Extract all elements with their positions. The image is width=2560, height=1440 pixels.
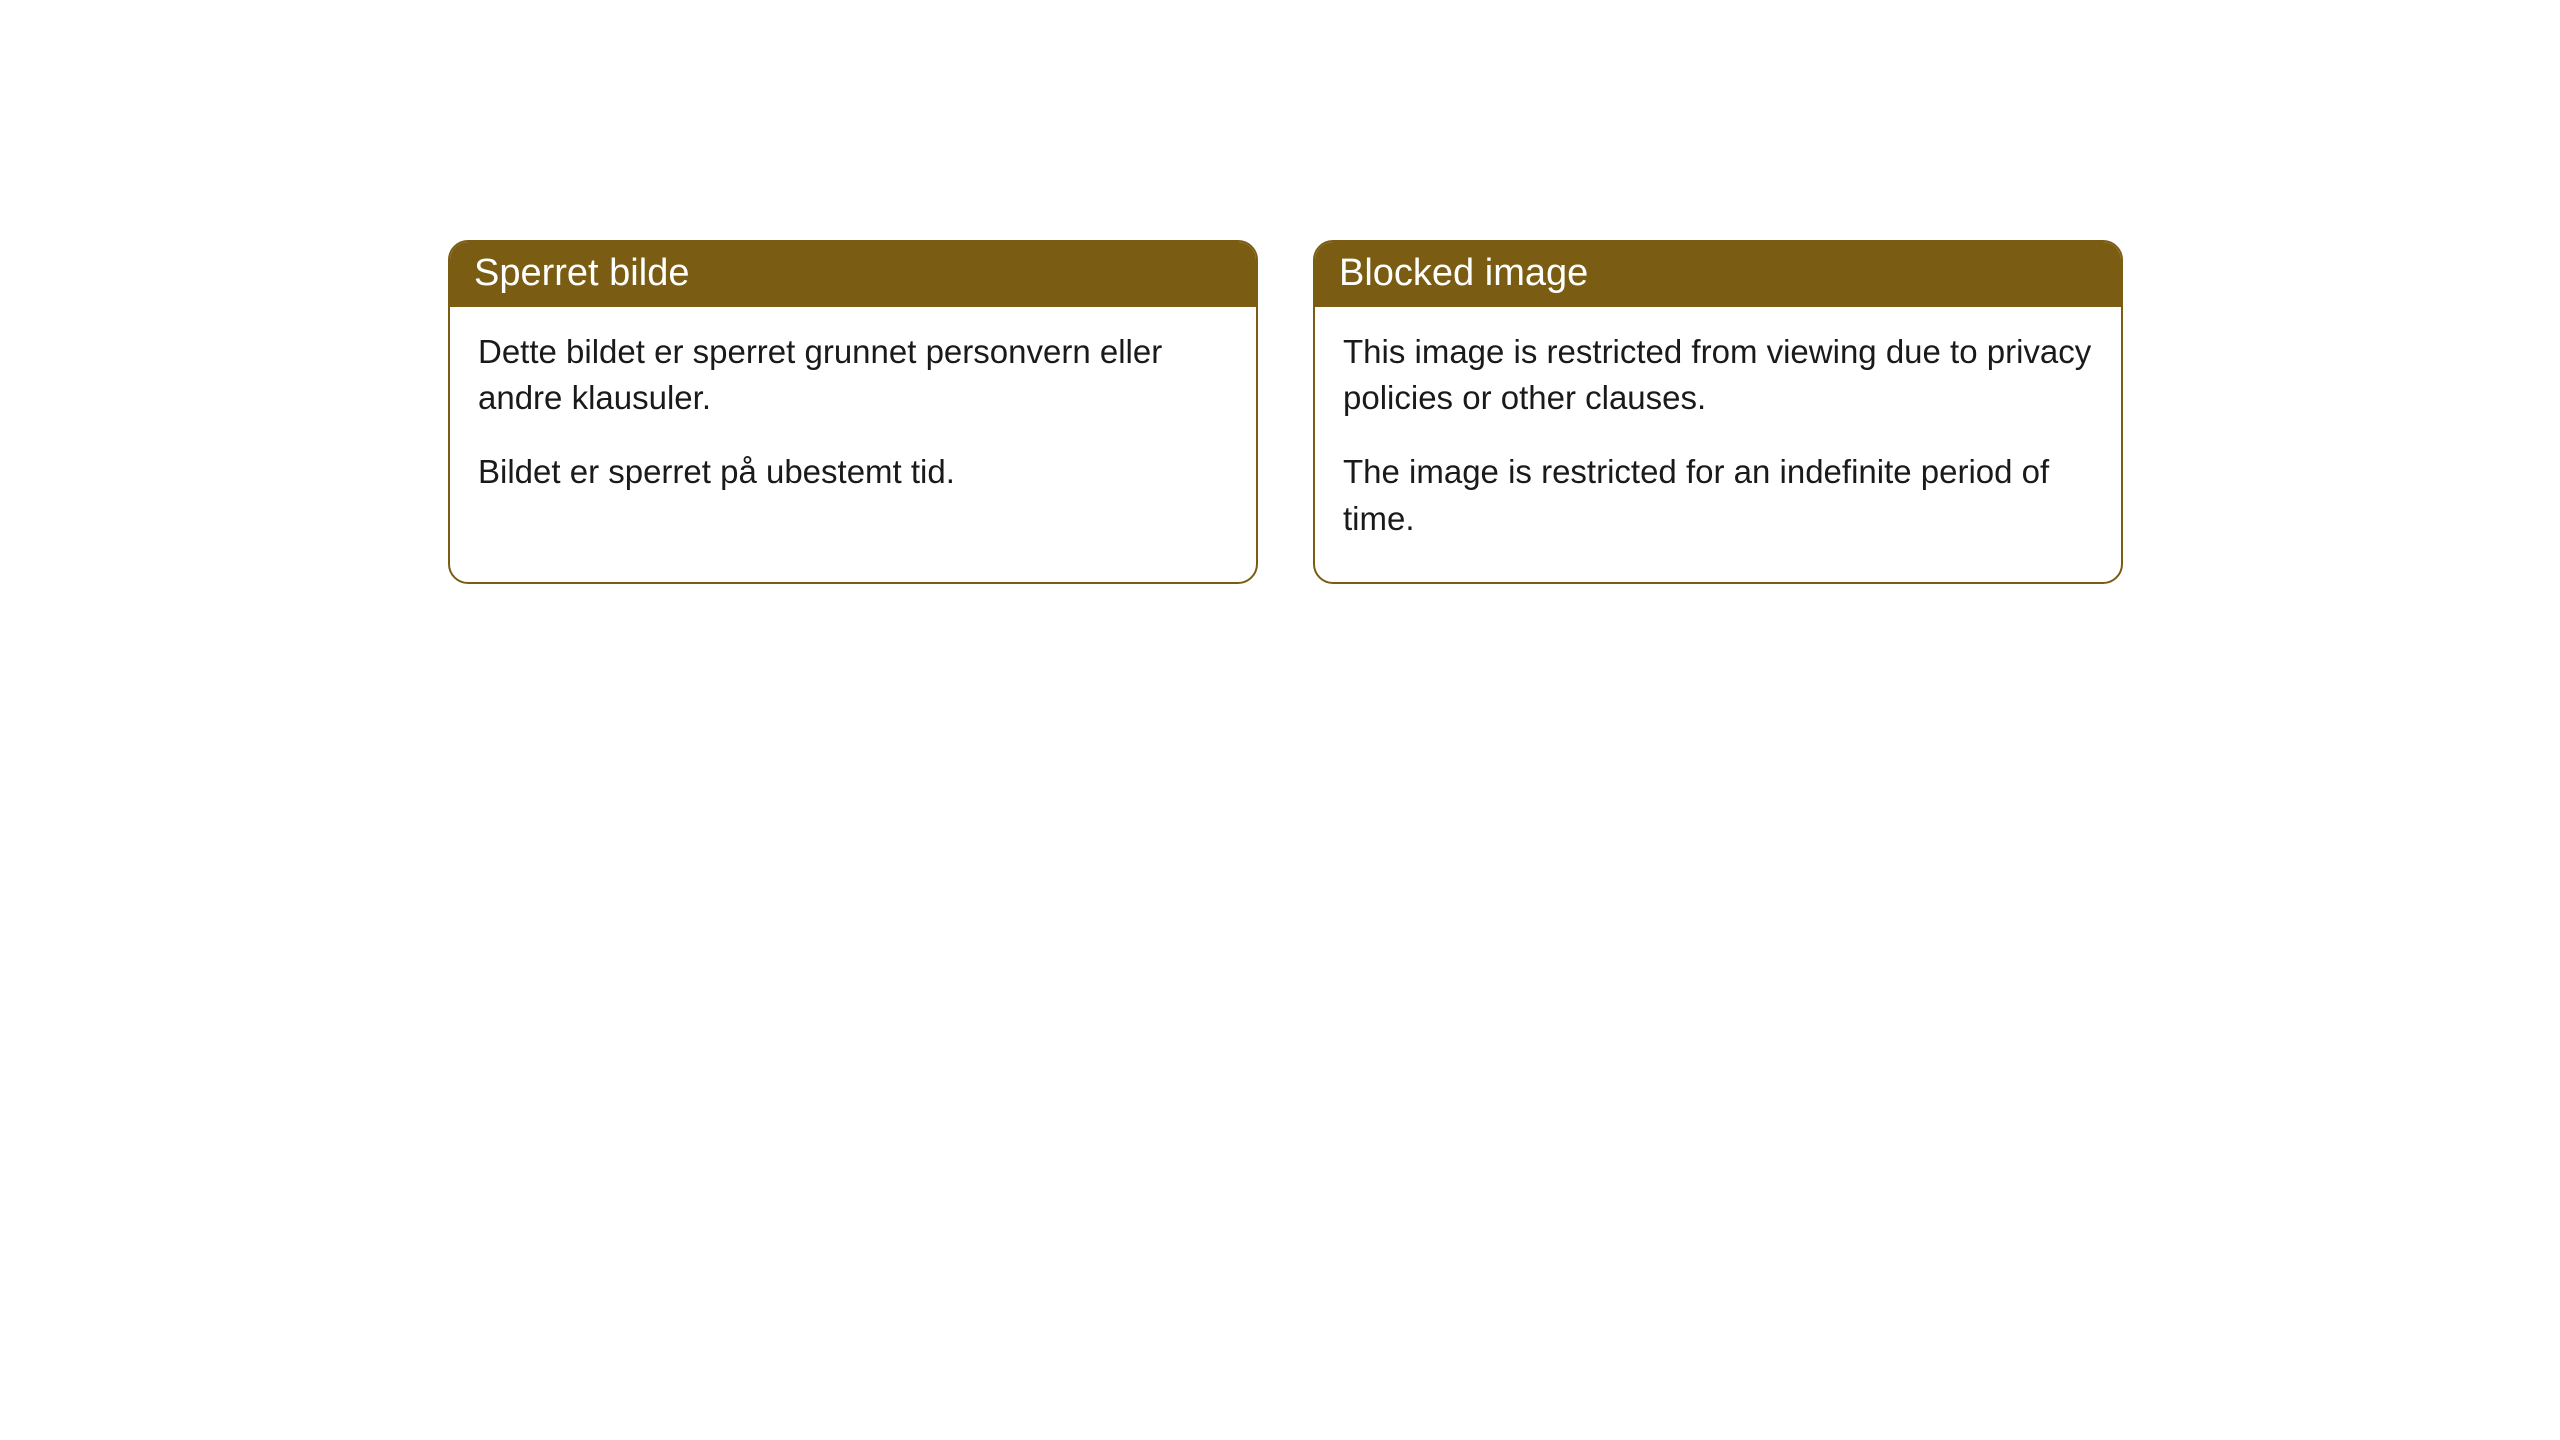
notice-text-en-2: The image is restricted for an indefinit…: [1343, 449, 2093, 541]
blocked-image-notice-en: Blocked image This image is restricted f…: [1313, 240, 2123, 584]
notice-text-no-2: Bildet er sperret på ubestemt tid.: [478, 449, 1228, 495]
card-header-en: Blocked image: [1315, 242, 2121, 307]
card-body-no: Dette bildet er sperret grunnet personve…: [450, 307, 1256, 536]
notice-text-en-1: This image is restricted from viewing du…: [1343, 329, 2093, 421]
card-header-no: Sperret bilde: [450, 242, 1256, 307]
card-body-en: This image is restricted from viewing du…: [1315, 307, 2121, 582]
notice-text-no-1: Dette bildet er sperret grunnet personve…: [478, 329, 1228, 421]
blocked-image-notice-no: Sperret bilde Dette bildet er sperret gr…: [448, 240, 1258, 584]
notice-cards-container: Sperret bilde Dette bildet er sperret gr…: [0, 0, 2560, 584]
